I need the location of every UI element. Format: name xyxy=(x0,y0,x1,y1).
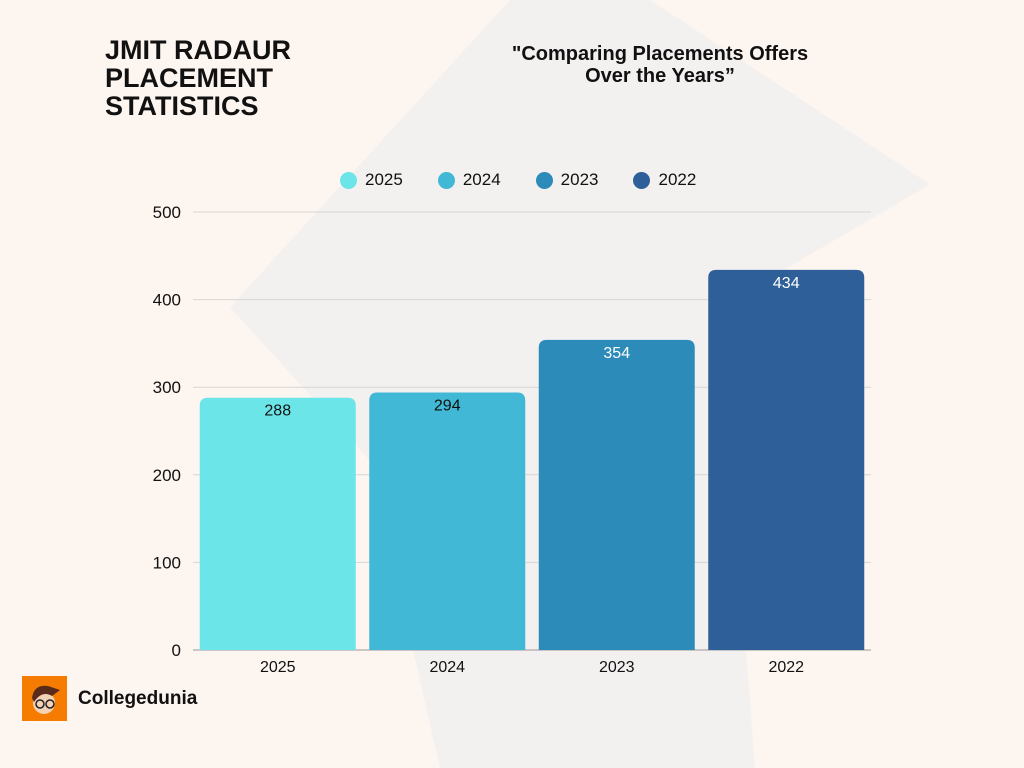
title-line: STATISTICS xyxy=(105,91,259,121)
legend-item: 2024 xyxy=(437,170,501,190)
chart-legend: 2025 2024 2023 2022 xyxy=(340,170,696,190)
subtitle-line: "Comparing Placements Offers xyxy=(511,43,809,65)
x-tick-label: 2023 xyxy=(599,659,635,676)
legend-label: 2025 xyxy=(365,170,403,189)
subtitle-line: Over the Years” xyxy=(585,65,735,87)
x-tick-label: 2024 xyxy=(429,659,465,676)
title-line: JMIT RADAUR xyxy=(105,35,291,65)
y-tick-label: 0 xyxy=(172,641,181,660)
legend-label: 2024 xyxy=(462,170,501,189)
legend-swatch xyxy=(437,171,455,189)
legend-label: 2023 xyxy=(560,170,599,189)
bar xyxy=(708,269,865,650)
y-tick-label: 300 xyxy=(153,378,181,397)
legend-swatch xyxy=(535,171,553,189)
legend-item: 2022 xyxy=(633,170,696,190)
x-tick-label: 2025 xyxy=(260,659,296,676)
legend-item: 2025 xyxy=(340,170,403,190)
y-tick-label: 400 xyxy=(153,291,181,310)
title-line: PLACEMENT xyxy=(105,63,273,93)
data-label: 434 xyxy=(773,275,800,292)
legend-label: 2022 xyxy=(658,170,697,189)
bar xyxy=(199,397,356,650)
bar xyxy=(369,392,526,650)
y-tick-label: 100 xyxy=(153,553,181,572)
brand-name: Collegedunia xyxy=(78,688,198,709)
y-tick-label: 500 xyxy=(153,203,181,222)
bar xyxy=(538,339,695,650)
legend-item: 2023 xyxy=(535,170,599,190)
legend-swatch xyxy=(340,171,357,189)
page-title: JMIT RADAUR PLACEMENT STATISTICS xyxy=(105,36,291,120)
collegedunia-logo xyxy=(22,676,67,721)
data-label: 354 xyxy=(603,345,630,362)
chart-subtitle: "Comparing Placements Offers Over the Ye… xyxy=(470,43,850,87)
mascot-icon xyxy=(32,685,60,714)
data-label: 294 xyxy=(434,397,461,414)
data-label: 288 xyxy=(264,403,291,420)
x-tick-label: 2022 xyxy=(768,659,804,676)
y-tick-label: 200 xyxy=(153,466,181,485)
legend-swatch xyxy=(633,171,651,189)
